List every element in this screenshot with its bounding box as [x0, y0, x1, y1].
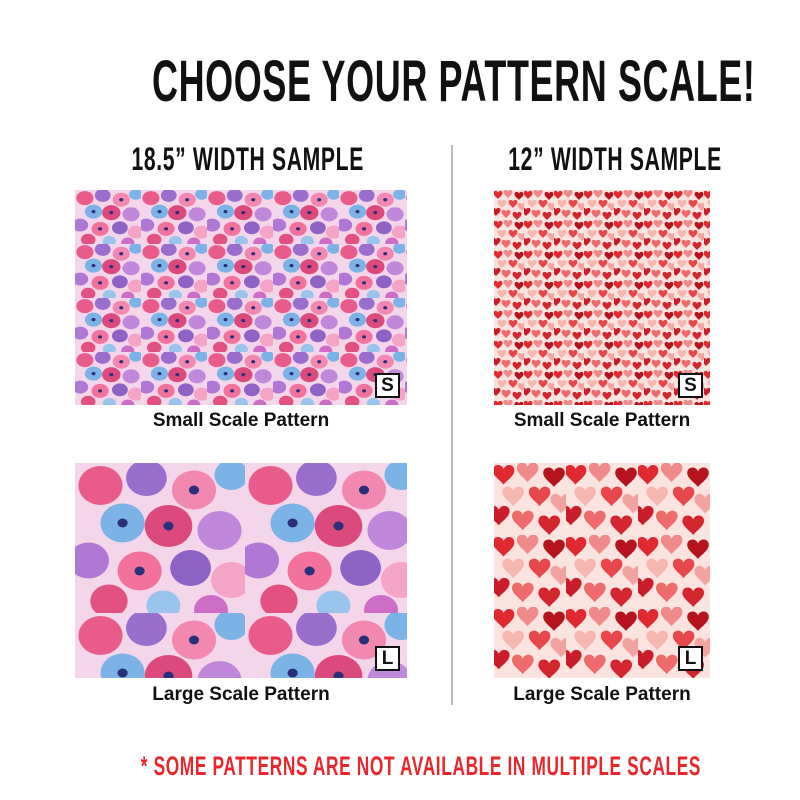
scale-badge: S — [375, 373, 400, 398]
sample-label: Small Scale Pattern — [513, 410, 691, 431]
sample-label: Large Scale Pattern — [513, 684, 691, 705]
hearts-large-scale-sample: L — [494, 463, 710, 678]
page-title: CHOOSE YOUR PATTERN SCALE! — [152, 49, 756, 114]
flower-small-scale-sample: S — [75, 190, 407, 405]
flower-large-scale-sample: L — [75, 463, 407, 678]
scale-badge: L — [375, 646, 400, 671]
column-divider — [451, 145, 453, 705]
scale-badge: S — [678, 373, 703, 398]
availability-disclaimer: * SOME PATTERNS ARE NOT AVAILABLE IN MUL… — [140, 751, 702, 781]
column-heading-12: 12” WIDTH SAMPLE — [508, 141, 722, 177]
column-heading-18-5: 18.5” WIDTH SAMPLE — [131, 141, 364, 177]
sample-label: Large Scale Pattern — [152, 684, 330, 705]
scale-badge: L — [678, 646, 703, 671]
sample-label: Small Scale Pattern — [152, 410, 330, 431]
hearts-small-scale-sample: S — [494, 190, 710, 405]
